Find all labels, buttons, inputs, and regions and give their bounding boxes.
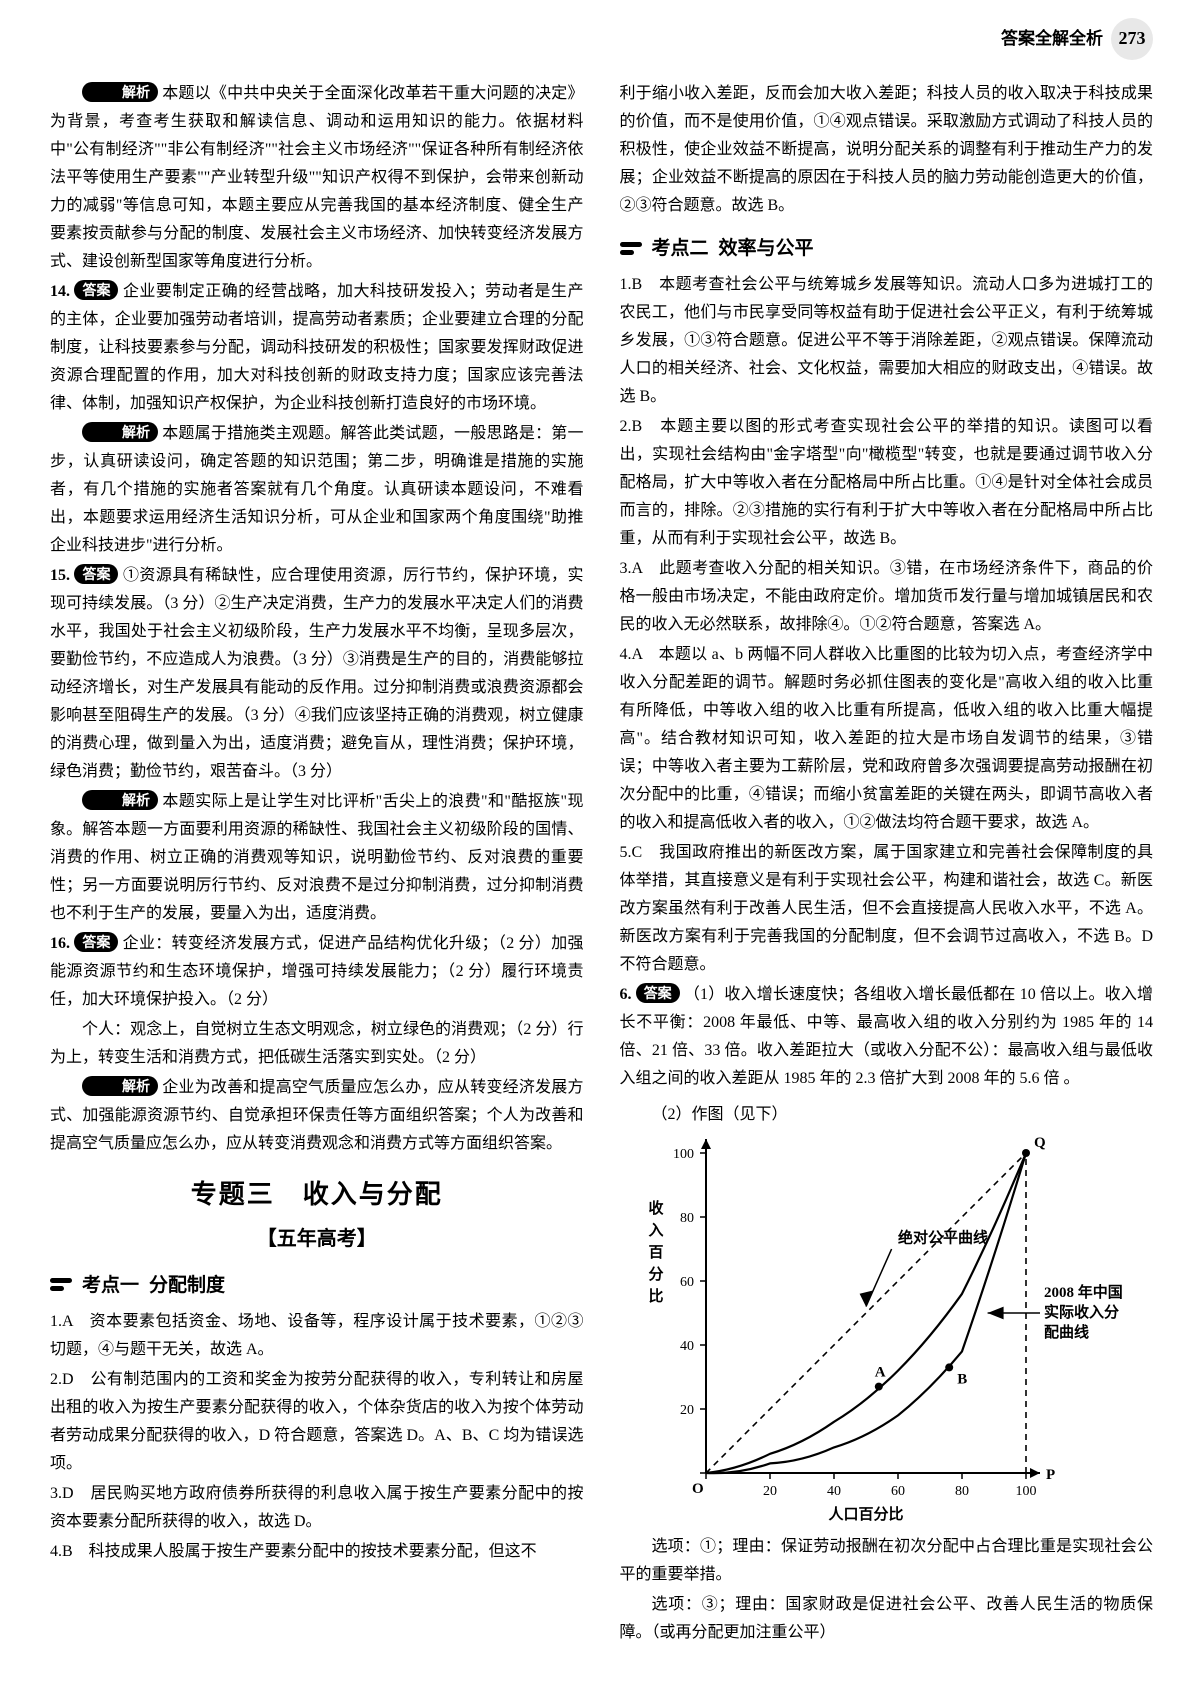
text: ①资源具有稀缺性，应合理使用资源，厉行节约，保护环境，实现可持续发展。（3 分）…: [50, 567, 584, 780]
svg-text:百: 百: [649, 1244, 664, 1261]
answer-icon: 答案: [74, 564, 118, 584]
topic-bars-icon: [50, 1278, 72, 1292]
cont-4B: 利于缩小收入差距，反而会加大收入差距；科技人员的收入取决于科技成果的价值，而不是…: [620, 80, 1154, 220]
analysis-icon: 解析: [82, 82, 158, 102]
svg-text:B: B: [957, 1372, 967, 1388]
q14-num: 14.: [50, 283, 70, 300]
right-column: 利于缩小收入差距，反而会加大收入差距；科技人员的收入取决于科技成果的价值，而不是…: [620, 80, 1154, 1649]
svg-text:比: 比: [649, 1287, 664, 1305]
option-1: 选项：①；理由：保证劳动报酬在初次分配中占合理比重是实现社会公平的重要举措。: [620, 1533, 1154, 1589]
svg-text:绝对公平曲线: 绝对公平曲线: [898, 1229, 988, 1247]
analysis-icon: 解析: [82, 1076, 158, 1096]
svg-text:20: 20: [763, 1484, 777, 1499]
q15-analysis: 解析 本题实际上是让学生对比评析"舌尖上的浪费"和"酷抠族"现象。解答本题一方面…: [50, 788, 584, 928]
item-4B: 4.B 科技成果人股属于按生产要素分配中的按技术要素分配，但这不: [50, 1538, 584, 1566]
svg-text:配曲线: 配曲线: [1044, 1323, 1089, 1341]
svg-text:2008 年中国: 2008 年中国: [1044, 1283, 1123, 1301]
item-5C: 5.C 我国政府推出的新医改方案，属于国家建立和完善社会保障制度的具体举措，其直…: [620, 839, 1154, 979]
analysis-icon: 解析: [82, 422, 158, 442]
svg-text:A: A: [875, 1365, 886, 1381]
text: 本题实际上是让学生对比评析"舌尖上的浪费"和"酷抠族"现象。解答本题一方面要利用…: [50, 793, 584, 922]
svg-text:80: 80: [955, 1484, 969, 1499]
item-3A: 3.A 此题考查收入分配的相关知识。③错，在市场经济条件下，商品的价格一般由市场…: [620, 555, 1154, 639]
item-2B: 2.B 本题主要以图的形式考查实现社会公平的举措的知识。读图可以看出，实现社会结…: [620, 413, 1154, 553]
left-column: 解析 本题以《中共中央关于全面深化改革若干重大问题的决定》为背景，考查考生获取和…: [50, 80, 584, 1649]
answer-icon: 答案: [636, 983, 680, 1003]
answer-icon: 答案: [74, 280, 118, 300]
text: 本题以《中共中央关于全面深化改革若干重大问题的决定》为背景，考查考生获取和解读信…: [50, 85, 584, 270]
topic-bars-icon: [620, 242, 642, 256]
svg-text:80: 80: [680, 1211, 694, 1226]
svg-text:实际收入分: 实际收入分: [1044, 1303, 1119, 1321]
option-3: 选项：③；理由：国家财政是促进社会公平、改善人民生活的物质保障。（或再分配更加注…: [620, 1591, 1154, 1647]
svg-text:O: O: [692, 1481, 704, 1497]
topic-label: 考点二: [652, 232, 709, 265]
svg-text:Q: Q: [1034, 1135, 1046, 1151]
svg-text:入: 入: [649, 1222, 664, 1239]
analysis-icon: 解析: [82, 790, 158, 810]
svg-text:分: 分: [649, 1266, 664, 1283]
svg-text:人口百分比: 人口百分比: [829, 1505, 904, 1523]
svg-text:60: 60: [680, 1275, 694, 1290]
svg-text:收: 收: [649, 1199, 664, 1217]
header-label: 答案全解全析: [1001, 24, 1103, 54]
paragraph: 解析 本题以《中共中央关于全面深化改革若干重大问题的决定》为背景，考查考生获取和…: [50, 80, 584, 276]
chart-caption: （2）作图（见下）: [620, 1101, 1154, 1129]
topic-2-heading: 考点二 效率与公平: [620, 232, 1154, 265]
svg-text:20: 20: [680, 1403, 694, 1418]
q16-analysis: 解析 企业为改善和提高空气质量应怎么办，应从转变经济发展方式、加强能源资源节约、…: [50, 1074, 584, 1158]
svg-text:60: 60: [891, 1484, 905, 1499]
item-2D: 2.D 公有制范围内的工资和奖金为按劳分配获得的收入，专利转让和房屋出租的收入为…: [50, 1366, 584, 1478]
topic-title: 分配制度: [149, 1269, 225, 1302]
topic-label: 考点一: [82, 1269, 139, 1302]
q6-num: 6.: [620, 986, 632, 1003]
page-header: 答案全解全析 273: [1001, 18, 1153, 60]
answer-icon: 答案: [74, 932, 118, 952]
topic-title: 效率与公平: [719, 232, 814, 265]
text: 本题属于措施类主观题。解答此类试题，一般思路是：第一步，认真研读设问，确定答题的…: [50, 425, 584, 554]
q16-answer-1: 16. 答案 企业：转变经济发展方式，促进产品结构优化升级；（2 分）加强能源资…: [50, 930, 584, 1014]
item-6: 6. 答案 （1）收入增长速度快；各组收入增长最低都在 10 倍以上。收入增长不…: [620, 981, 1154, 1093]
svg-text:100: 100: [1016, 1484, 1037, 1499]
item-4A: 4.A 本题以 a、b 两幅不同人群收入比重图的比较为切入点，考查经济学中收入分…: [620, 641, 1154, 837]
item-1A: 1.A 资本要素包括资金、场地、设备等，程序设计属于技术要素，①②③切题，④与题…: [50, 1308, 584, 1364]
svg-text:100: 100: [673, 1147, 694, 1162]
section-title: 专题三 收入与分配: [50, 1172, 584, 1218]
svg-text:P: P: [1046, 1467, 1055, 1483]
item-1B: 1.B 本题考查社会公平与统筹城乡发展等知识。流动人口多为进城打工的农民工，他们…: [620, 271, 1154, 411]
topic-1-heading: 考点一 分配制度: [50, 1269, 584, 1302]
two-column-body: 解析 本题以《中共中央关于全面深化改革若干重大问题的决定》为背景，考查考生获取和…: [50, 80, 1153, 1649]
section-subtitle: 【五年高考】: [50, 1222, 584, 1257]
q16-answer-2: 个人：观念上，自觉树立生态文明观念，树立绿色的消费观；（2 分）行为上，转变生活…: [50, 1016, 584, 1072]
text: 企业：转变经济发展方式，促进产品结构优化升级；（2 分）加强能源资源节约和生态环…: [50, 935, 584, 1008]
page-number-badge: 273: [1111, 18, 1153, 60]
q16-num: 16.: [50, 935, 70, 952]
svg-text:40: 40: [827, 1484, 841, 1499]
text: （1）收入增长速度快；各组收入增长最低都在 10 倍以上。收入增长不平衡：200…: [620, 986, 1154, 1087]
q14-analysis: 解析 本题属于措施类主观题。解答此类试题，一般思路是：第一步，认真研读设问，确定…: [50, 420, 584, 560]
svg-text:40: 40: [680, 1339, 694, 1354]
lorenz-chart-block: （2）作图（见下） 20 40 60 80 100 20 40 60 80 100 O P Q A B 绝对公…: [620, 1101, 1154, 1533]
lorenz-chart: 20 40 60 80 100 20 40 60 80 100 O P Q A B 绝对公平曲线 2008 年中…: [626, 1133, 1146, 1533]
text: 企业要制定正确的经营战略，加大科技研发投入；劳动者是生产的主体，企业要加强劳动者…: [50, 283, 584, 412]
text: 个人：观念上，自觉树立生态文明观念，树立绿色的消费观；（2 分）行为上，转变生活…: [50, 1021, 584, 1066]
item-3D: 3.D 居民购买地方政府债券所获得的利息收入属于按生产要素分配中的按资本要素分配…: [50, 1480, 584, 1536]
q15-num: 15.: [50, 567, 70, 584]
q15-answer: 15. 答案 ①资源具有稀缺性，应合理使用资源，厉行节约，保护环境，实现可持续发…: [50, 562, 584, 786]
q14-answer: 14. 答案 企业要制定正确的经营战略，加大科技研发投入；劳动者是生产的主体，企…: [50, 278, 584, 418]
